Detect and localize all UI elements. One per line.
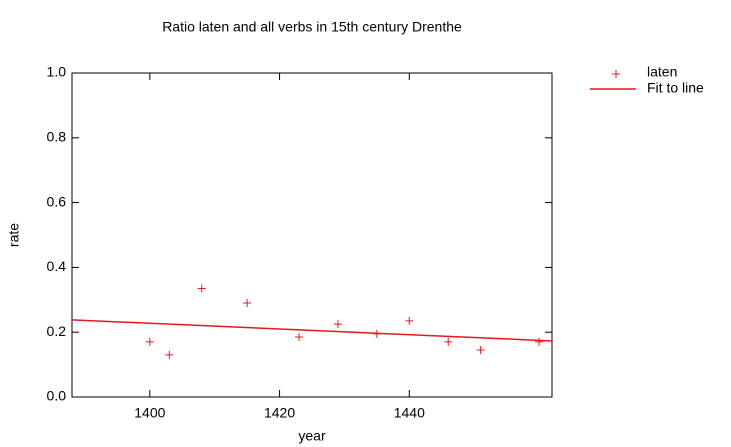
plot-frame [71, 72, 553, 398]
y-tick-label: 1.0 [47, 64, 67, 80]
point [405, 316, 414, 325]
point [243, 299, 252, 308]
point [295, 333, 304, 342]
point [333, 320, 342, 329]
point [476, 346, 485, 355]
x-tick-label: 1400 [134, 405, 165, 421]
legend-marker [612, 70, 620, 78]
point [444, 337, 453, 346]
y-axis-label: rate [6, 223, 22, 247]
x-tick-label: 1420 [264, 405, 295, 421]
point [535, 337, 544, 346]
y-tick-label: 0.6 [47, 193, 67, 209]
point [197, 284, 206, 293]
legend-label: Fit to line [647, 80, 704, 96]
x-tick-label: 1440 [394, 405, 425, 421]
legend-label: laten [647, 64, 677, 80]
x-axis-label: year [298, 428, 326, 444]
y-tick-label: 0.4 [47, 258, 67, 274]
y-tick-label: 0.2 [47, 323, 67, 339]
point [165, 350, 174, 359]
chart-title: Ratio laten and all verbs in 15th centur… [162, 19, 462, 35]
y-tick-label: 0.0 [47, 388, 67, 404]
fit-line [71, 319, 553, 342]
y-tick-label: 0.8 [47, 129, 67, 145]
point [145, 337, 154, 346]
